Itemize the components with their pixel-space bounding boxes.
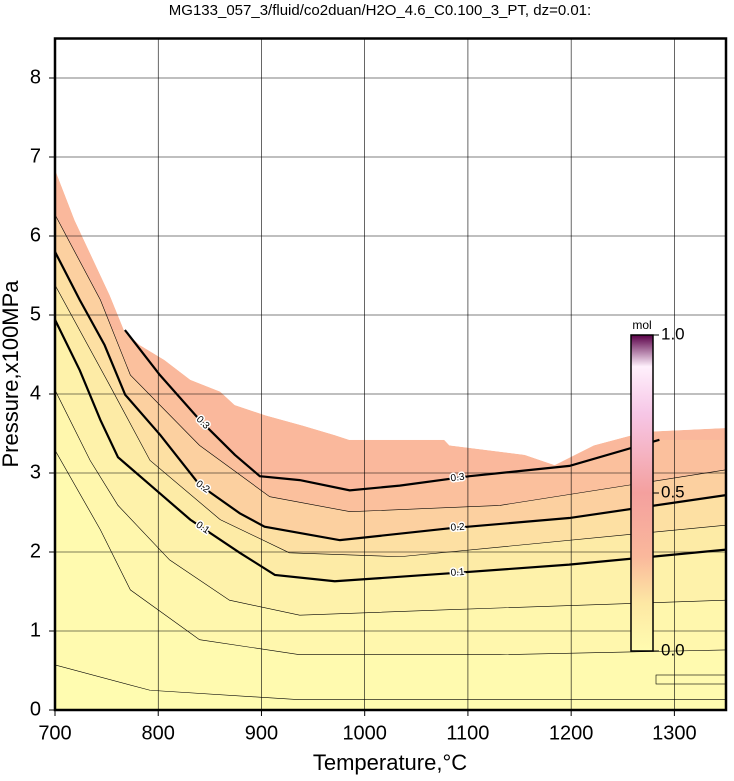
x-tick-label: 800 (142, 722, 175, 744)
x-tick-label: 700 (38, 722, 71, 744)
y-tick-label: 1 (30, 619, 41, 641)
contour-line (55, 251, 726, 542)
y-tick-label: 8 (30, 66, 41, 88)
colorbar: mol 0.0 0.5 1.0 (630, 318, 685, 659)
y-axis-label: Pressure,x100MPa (0, 280, 23, 468)
axes: 700 800 900 1000 1100 1200 1300 0 1 2 3 4 5 6 7 8 (30, 66, 697, 744)
y-tick-label: 4 (30, 382, 41, 404)
y-tick-label: 7 (30, 145, 41, 167)
contour-label: 0.3 (450, 471, 466, 484)
chart-title: MG133_057_3/fluid/co2duan/H2O_4.6_C0.100… (169, 2, 591, 19)
x-axis-label: Temperature,°C (313, 750, 467, 775)
colorbar-tick-label: 1.0 (661, 324, 685, 343)
x-tick-label: 1300 (652, 722, 697, 744)
y-tick-label: 3 (30, 461, 41, 483)
y-tick-label: 0 (30, 698, 41, 720)
contour-label: 0.1 (450, 567, 465, 579)
contour-line (55, 319, 726, 583)
contour-line (55, 284, 726, 558)
contour-line (55, 449, 726, 655)
x-tick-label: 1200 (549, 722, 594, 744)
contour-band (55, 450, 726, 710)
contour-line (55, 389, 726, 616)
contour-fills (55, 169, 726, 710)
y-tick-label: 5 (30, 303, 41, 325)
x-tick-label: 1100 (446, 722, 489, 744)
colorbar-tick-label: 0.0 (661, 640, 685, 659)
region-fills (55, 169, 726, 710)
colorbar-title: mol (632, 318, 651, 332)
colorbar-scale (630, 334, 654, 652)
contour-line (55, 214, 726, 513)
frame (53, 37, 728, 712)
contour-label: 0.2 (450, 522, 465, 534)
x-tick-label: 900 (245, 722, 278, 744)
contour-line (55, 664, 726, 701)
colorbar-tick-label: 0.5 (661, 482, 685, 501)
y-tick-label: 2 (30, 540, 41, 562)
contour-line (124, 329, 660, 492)
y-tick-label: 6 (30, 224, 41, 246)
x-tick-label: 1000 (342, 722, 387, 744)
contour-band (55, 390, 726, 710)
contour-band (55, 664, 726, 710)
